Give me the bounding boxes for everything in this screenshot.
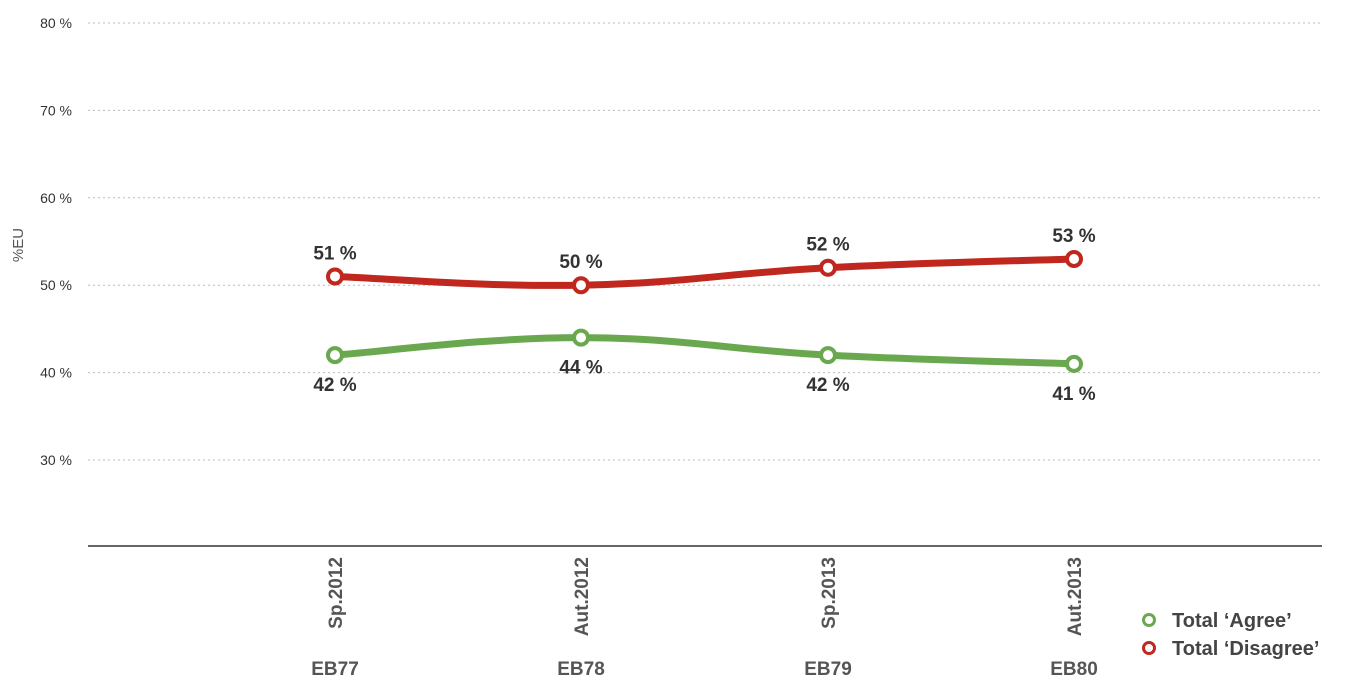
y-tick-label: 70 % — [40, 102, 72, 118]
data-label: 44 % — [559, 358, 602, 379]
data-point — [572, 276, 590, 295]
data-point — [326, 346, 344, 365]
x-tick-label: Aut.2012 — [572, 557, 593, 636]
wave-label: EB79 — [804, 659, 852, 680]
y-tick-label: 40 % — [40, 365, 72, 381]
legend-marker — [1142, 613, 1156, 627]
data-point — [1065, 354, 1083, 373]
x-tick-label: Aut.2013 — [1065, 557, 1086, 636]
wave-label: EB77 — [311, 659, 359, 680]
series-disagree: 51 % 50 % 52 % 53 % — [313, 226, 1096, 295]
y-tick-label: 30 % — [40, 452, 72, 468]
legend-marker — [1142, 641, 1156, 655]
data-label: 52 % — [806, 235, 849, 256]
data-label: 42 % — [313, 375, 356, 396]
y-tick-label: 60 % — [40, 190, 72, 206]
data-label: 41 % — [1052, 384, 1095, 405]
data-point — [819, 258, 837, 277]
wave-label: EB78 — [557, 659, 605, 680]
data-label: 51 % — [313, 243, 356, 264]
legend-item: Total ‘Disagree’ — [1142, 638, 1319, 660]
y-axis-label: %EU — [10, 228, 27, 262]
data-label: 50 % — [559, 252, 602, 273]
data-point — [326, 267, 344, 286]
legend-item: Total ‘Agree’ — [1142, 610, 1292, 632]
legend-label: Total ‘Agree’ — [1172, 610, 1292, 632]
series-agree: 42 % 44 % 42 % 41 % — [313, 328, 1096, 405]
data-point — [819, 346, 837, 365]
data-label: 42 % — [806, 375, 849, 396]
x-tick-label: Sp.2012 — [326, 557, 347, 629]
y-tick-label: 80 % — [40, 15, 72, 31]
y-tick-label: 50 % — [40, 277, 72, 293]
series-line — [331, 334, 1078, 368]
x-tick-label: Sp.2013 — [819, 557, 840, 629]
legend-label: Total ‘Disagree’ — [1172, 638, 1319, 660]
series-line — [331, 255, 1078, 289]
data-point — [1065, 249, 1083, 268]
data-label: 53 % — [1052, 226, 1095, 247]
wave-label: EB80 — [1050, 659, 1098, 680]
data-point — [572, 328, 590, 347]
